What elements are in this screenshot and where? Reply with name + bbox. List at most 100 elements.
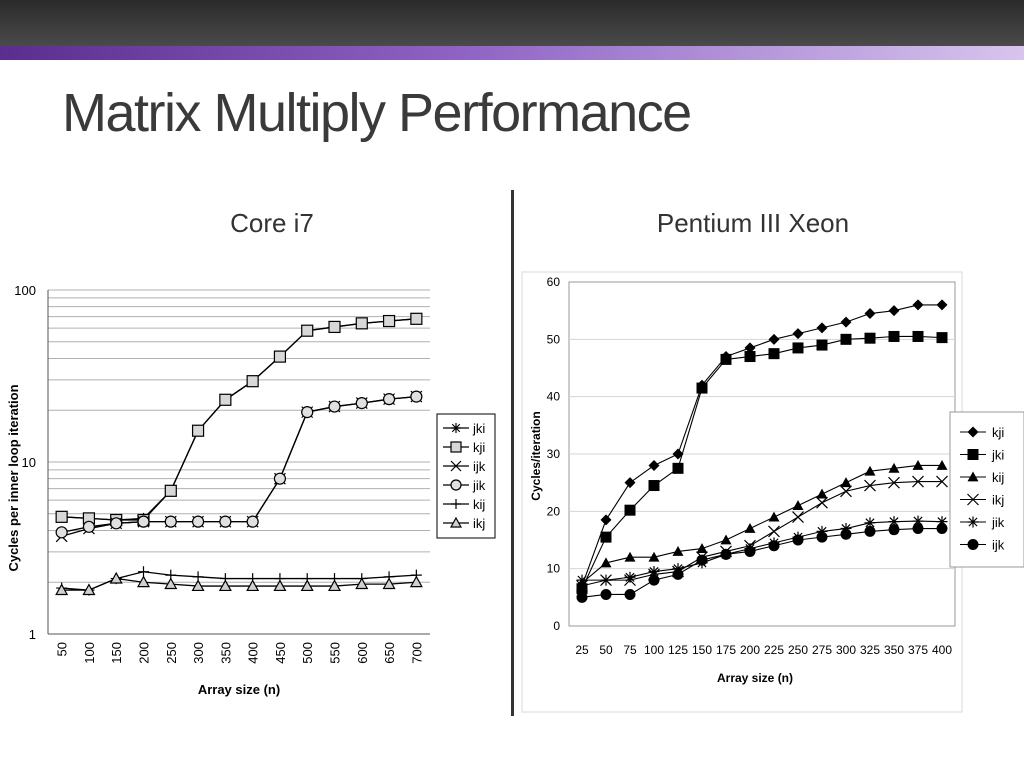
data-point-ikj xyxy=(82,583,96,596)
data-point-ijk xyxy=(888,524,900,536)
series-jik xyxy=(55,390,423,539)
data-point-ikj xyxy=(912,475,924,488)
data-point-ikj xyxy=(218,579,232,592)
data-point-kji xyxy=(864,308,876,320)
x-tick-label: 450 xyxy=(273,642,288,664)
x-tick-label: 250 xyxy=(788,643,808,657)
data-point-jki xyxy=(672,462,684,474)
data-point-kij xyxy=(600,557,612,568)
data-point-ijk xyxy=(672,568,684,580)
data-point-kij xyxy=(720,534,732,545)
data-point-ijk xyxy=(912,523,924,535)
data-point-ikj xyxy=(792,511,804,523)
legend-label-ikj: ikj xyxy=(992,493,1004,508)
data-point-kji xyxy=(672,448,684,460)
legend-marker-kij xyxy=(451,499,461,509)
data-point-jik xyxy=(672,563,684,575)
x-tick-label: 300 xyxy=(191,642,206,664)
data-point-jki xyxy=(840,333,852,345)
data-point-ijk xyxy=(840,528,852,540)
data-point-jki xyxy=(768,348,780,360)
y-tick-label: 50 xyxy=(547,332,561,346)
data-point-kji xyxy=(382,314,396,328)
legend-label-ikj: ikj xyxy=(473,516,485,531)
data-point-kij xyxy=(138,566,149,578)
data-point-jki xyxy=(792,342,804,354)
data-point-jik xyxy=(82,520,96,533)
x-axis-label: Array size (n) xyxy=(198,682,280,697)
data-point-ikj xyxy=(816,496,828,509)
data-point-ikj xyxy=(768,525,780,538)
data-point-kij xyxy=(672,545,684,556)
data-point-ikj xyxy=(840,485,852,498)
data-point-jki xyxy=(912,330,924,342)
series-line-kij xyxy=(581,464,942,584)
data-point-jik xyxy=(382,393,396,406)
x-tick-label: 150 xyxy=(109,642,124,664)
series-line-kji xyxy=(581,304,942,587)
legend-label-kji: kji xyxy=(992,425,1004,440)
data-point-jki xyxy=(576,583,588,595)
series-line-ijk xyxy=(581,527,942,598)
data-point-jik xyxy=(273,472,287,485)
x-tick-label: 175 xyxy=(716,643,736,657)
data-point-jik xyxy=(137,515,150,528)
data-point-jik xyxy=(164,515,177,528)
legend-marker-ikj xyxy=(449,516,463,528)
data-point-kji xyxy=(273,350,287,363)
y-tick-label: 10 xyxy=(22,455,36,470)
data-point-kji xyxy=(219,393,232,406)
data-point-jki xyxy=(648,480,660,492)
data-point-jik xyxy=(888,516,900,528)
data-point-kji xyxy=(164,484,177,497)
x-tick-label: 600 xyxy=(355,642,370,664)
data-point-jki xyxy=(720,353,732,365)
data-point-jik xyxy=(648,566,660,578)
data-point-kij xyxy=(816,488,828,499)
data-point-kij xyxy=(888,462,900,473)
data-point-jik xyxy=(936,516,948,528)
data-point-ikj xyxy=(109,571,123,584)
x-tick-label: 400 xyxy=(932,643,952,657)
data-point-kji xyxy=(600,514,612,526)
data-point-ikj xyxy=(355,577,369,590)
data-point-ijk xyxy=(576,591,588,603)
data-point-jik xyxy=(219,515,232,528)
data-point-ikj xyxy=(164,577,178,590)
legend-box xyxy=(949,411,1024,568)
data-point-kji xyxy=(410,312,423,325)
x-tick-label: 375 xyxy=(908,643,928,657)
series-line-ikj xyxy=(581,480,942,587)
x-tick-label: 500 xyxy=(300,642,315,664)
data-point-ikj xyxy=(576,579,588,592)
series-ikj xyxy=(55,571,423,596)
legend-marker-kji xyxy=(967,426,979,438)
legend-marker-kij xyxy=(967,471,979,482)
legend-marker-ijk xyxy=(450,460,462,472)
data-point-kji xyxy=(624,477,636,489)
y-tick-label: 100 xyxy=(14,283,36,298)
data-point-jik xyxy=(110,517,123,530)
data-point-jki xyxy=(864,332,876,344)
data-point-kji xyxy=(840,316,852,328)
accent-bar xyxy=(0,46,1024,60)
data-point-ijk xyxy=(816,531,828,543)
data-point-ijk xyxy=(648,574,660,586)
x-tick-label: 100 xyxy=(644,643,664,657)
data-point-kji xyxy=(328,320,341,334)
data-point-jik xyxy=(600,574,612,586)
slide-title: Matrix Multiply Performance xyxy=(62,83,692,143)
y-tick-label: 30 xyxy=(547,447,561,461)
x-tick-label: 300 xyxy=(836,643,856,657)
x-tick-label: 400 xyxy=(246,642,261,664)
x-tick-label: 125 xyxy=(668,643,688,657)
data-point-kij xyxy=(624,551,636,562)
legend-label-ijk: ijk xyxy=(473,459,486,474)
data-point-kji xyxy=(816,322,828,334)
data-point-ijk xyxy=(624,588,636,600)
y-tick-label: 20 xyxy=(547,504,561,518)
data-point-kji xyxy=(648,459,660,471)
data-point-ijk xyxy=(768,540,780,552)
data-point-jik xyxy=(55,526,68,539)
